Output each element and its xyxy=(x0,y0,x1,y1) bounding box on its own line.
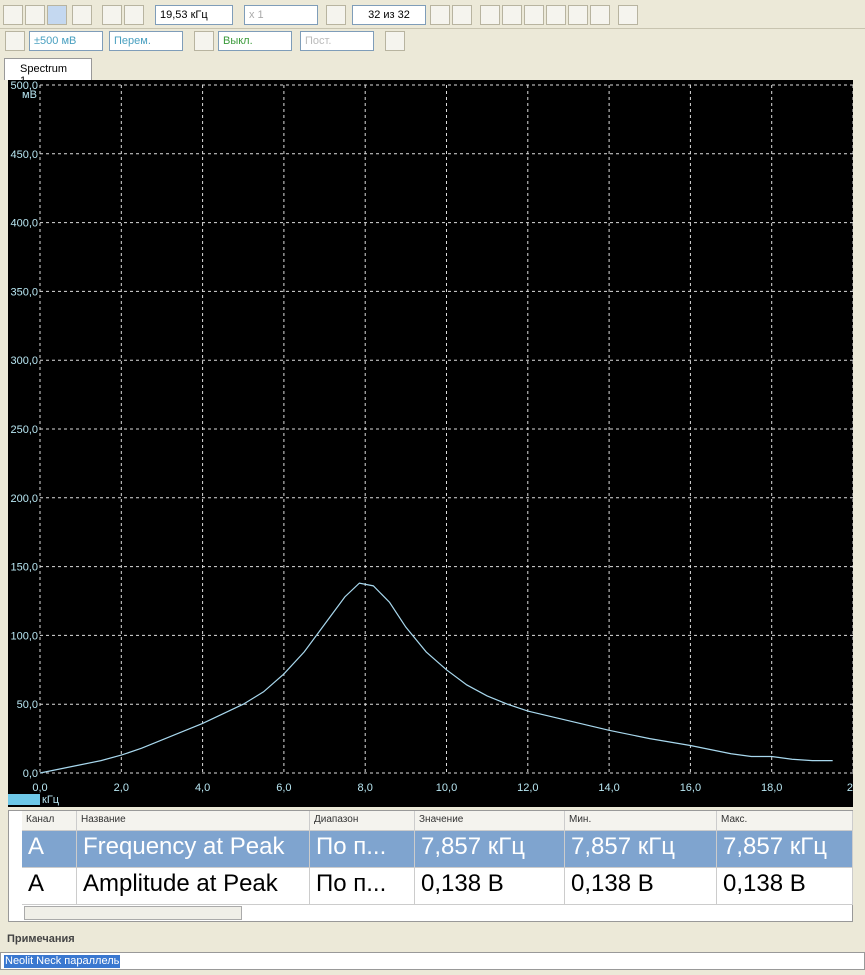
y-tick-label: 300,0 xyxy=(10,355,38,367)
spectrum-mode-button[interactable] xyxy=(47,5,67,25)
column-header: Макс. xyxy=(717,811,853,831)
x-tick-label: 12,0 xyxy=(517,782,538,794)
y-tick-label: 0,0 xyxy=(23,768,38,780)
table-cell: 0,138 В xyxy=(717,868,853,905)
channel-a-button[interactable] xyxy=(5,31,25,51)
x-tick-label: 2,0 xyxy=(114,782,129,794)
next-buffer-button[interactable] xyxy=(430,5,450,25)
y-tick-label: 500,0 xyxy=(10,80,38,92)
column-header: Диапазон xyxy=(310,811,415,831)
table-cell: По п... xyxy=(310,831,415,868)
y-tick-label: 350,0 xyxy=(10,286,38,298)
notes-text[interactable]: Neolit Neck параллель xyxy=(4,955,121,968)
y-axis-label: мВ xyxy=(22,89,37,101)
scope-mode-button[interactable] xyxy=(3,5,23,25)
hand-tool[interactable] xyxy=(502,5,522,25)
table-row[interactable] xyxy=(22,868,853,905)
column-header: Канал xyxy=(22,811,77,831)
y-tick-label: 100,0 xyxy=(10,630,38,642)
table-cell: 7,857 кГц xyxy=(717,831,853,868)
scrollbar-thumb[interactable] xyxy=(24,906,242,920)
y-tick-label: 200,0 xyxy=(10,493,38,505)
y-tick-label: 450,0 xyxy=(10,149,38,161)
x-tick-label: 14,0 xyxy=(598,782,619,794)
channel-b-range-select[interactable]: Выкл. xyxy=(218,31,292,51)
table-grid: Канал Название Диапазон Значение Мин. Макс. A F… xyxy=(22,811,853,906)
x-tick-label: 4,0 xyxy=(195,782,210,794)
x-tick-label: 10,0 xyxy=(436,782,457,794)
channel-b-button[interactable] xyxy=(194,31,214,51)
table-cell: 7,857 кГц xyxy=(415,831,565,868)
channels-button[interactable] xyxy=(72,5,92,25)
range-select[interactable]: ±500 мВ xyxy=(29,31,103,51)
table-cell: 0,138 В xyxy=(565,868,717,905)
zoom-tool[interactable] xyxy=(524,5,544,25)
column-header: Название xyxy=(77,811,310,831)
x-tick-label: 18,0 xyxy=(761,782,782,794)
undo-zoom-tool[interactable] xyxy=(590,5,610,25)
persist-mode-button[interactable] xyxy=(25,5,45,25)
x-tick-label: 16,0 xyxy=(680,782,701,794)
table-cell: 0,138 В xyxy=(415,868,565,905)
column-header: Значение xyxy=(415,811,565,831)
channel-options-button[interactable] xyxy=(385,31,405,51)
pointer-tool[interactable] xyxy=(480,5,500,25)
zoom-fit-tool[interactable] xyxy=(618,5,638,25)
x-axis-marker xyxy=(8,794,40,805)
zoom-out-tool[interactable] xyxy=(568,5,588,25)
x-tick-label: 6,0 xyxy=(276,782,291,794)
x-tick-label: 0,0 xyxy=(32,782,47,794)
y-tick-label: 50,0 xyxy=(17,699,38,711)
toolbar xyxy=(0,0,865,29)
table-row[interactable] xyxy=(22,831,853,868)
buffer-field[interactable]: 32 из 32 xyxy=(352,5,426,25)
tab[interactable]: Spectrum 1 xyxy=(4,58,92,87)
auto-setup-button[interactable] xyxy=(102,5,122,25)
table-cell: A xyxy=(22,831,77,868)
table-cell: A xyxy=(22,868,77,905)
table-cell: Amplitude at Peak xyxy=(77,868,310,905)
x-axis-label: кГц xyxy=(42,794,60,806)
multiplier-field[interactable]: x 1 xyxy=(244,5,318,25)
spectrum-chart: мВ кГц 0,050,0100,0150,0200,0250,0300,03… xyxy=(8,80,853,807)
x-tick-label: 20 xyxy=(847,782,853,794)
channel-b-coupling-select[interactable]: Пост. xyxy=(300,31,374,51)
zoom-in-tool[interactable] xyxy=(546,5,566,25)
home-button[interactable] xyxy=(124,5,144,25)
plot-background xyxy=(8,80,853,807)
table-cell: Frequency at Peak xyxy=(77,831,310,868)
column-header: Мин. xyxy=(565,811,717,831)
y-tick-label: 400,0 xyxy=(10,218,38,230)
first-buffer-button[interactable] xyxy=(326,5,346,25)
table-cell: 7,857 кГц xyxy=(565,831,717,868)
y-tick-label: 250,0 xyxy=(10,424,38,436)
notes-box xyxy=(0,952,865,970)
coupling-select[interactable]: Перем. xyxy=(109,31,183,51)
x-tick-label: 8,0 xyxy=(358,782,373,794)
stop-button[interactable] xyxy=(452,5,472,25)
y-tick-label: 150,0 xyxy=(10,562,38,574)
notes-header: Примечания xyxy=(7,933,75,945)
timebase-select[interactable]: 19,53 кГц xyxy=(155,5,233,25)
spectrum-line xyxy=(39,582,833,774)
table-cell: По п... xyxy=(310,868,415,905)
